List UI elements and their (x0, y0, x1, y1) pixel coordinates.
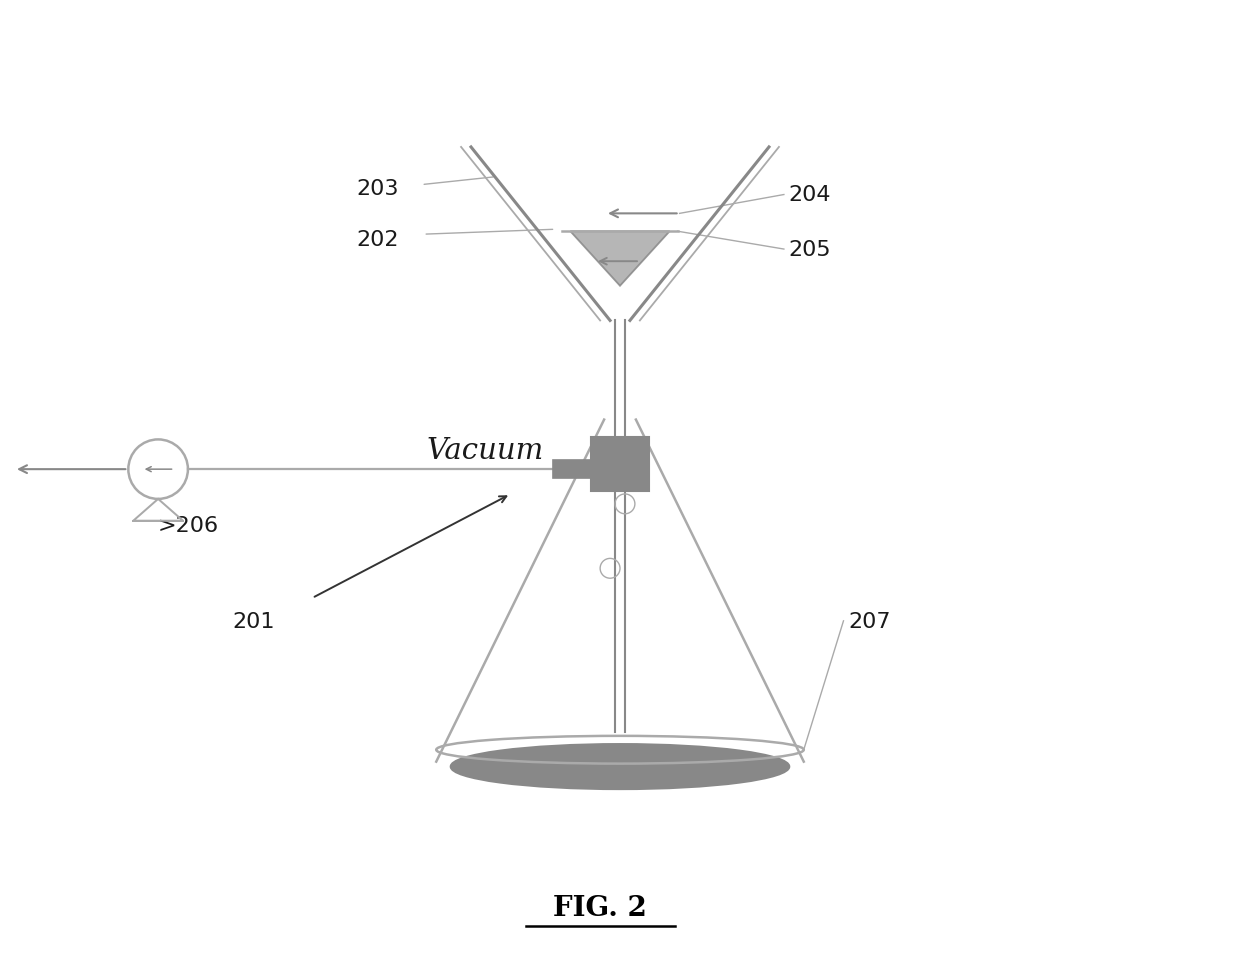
Ellipse shape (451, 744, 789, 789)
Text: 201: 201 (233, 612, 275, 632)
Text: 205: 205 (789, 240, 832, 260)
Text: 207: 207 (848, 612, 892, 632)
Text: 202: 202 (357, 230, 399, 250)
Text: 203: 203 (357, 178, 399, 199)
Polygon shape (570, 231, 670, 285)
Text: Vacuum: Vacuum (427, 437, 543, 466)
Text: 204: 204 (789, 185, 831, 206)
Text: FIG. 2: FIG. 2 (553, 895, 647, 921)
Text: >206: >206 (159, 515, 219, 536)
Bar (591, 437, 649, 492)
Bar (553, 461, 591, 478)
